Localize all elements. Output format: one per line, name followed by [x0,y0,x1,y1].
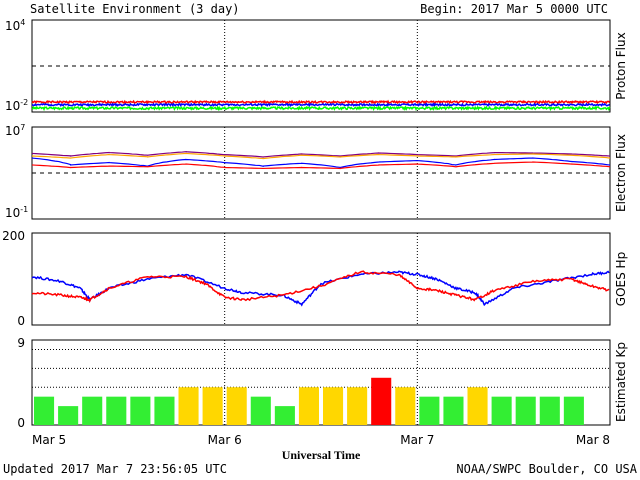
updated-timestamp: Updated 2017 Mar 7 23:56:05 UTC [3,462,227,476]
kp-bar [419,396,440,425]
kp-bar [563,396,584,425]
kp-bar [154,396,175,425]
kp-ytick-top: 9 [17,336,25,350]
kp-bar [250,396,271,425]
hp-series-red [31,270,610,303]
hp-series-blue [31,270,610,307]
proton-series-red [31,99,611,105]
hp-ytick-top: 200 [2,229,25,243]
kp-ylabel: Estimated Kp [614,342,628,422]
kp-bar [515,396,536,425]
kp-bar [539,396,560,425]
hp-ylabel: GOES Hp [614,252,628,306]
electron-ytick-bottom: 10-1 [5,205,28,220]
x-tick-label: Mar 6 [208,433,242,447]
kp-ytick-bottom: 0 [17,416,25,430]
electron-series-blue [31,157,611,169]
proton-ylabel: Proton Flux [614,32,628,99]
proton-series-blue [31,102,610,108]
kp-bar [58,406,79,425]
hp-ytick-bottom: 0 [17,314,25,328]
kp-bar [347,387,368,425]
proton-ytick-bottom: 10-2 [5,98,28,113]
kp-bar [202,387,223,425]
kp-bar [178,387,199,425]
kp-bar [371,377,392,425]
chart-title: Satellite Environment (3 day) [30,2,240,16]
proton-series-green [31,105,611,112]
kp-bar [491,396,512,425]
kp-bar [467,387,488,425]
kp-bar [298,387,319,425]
x-axis-ticks: Mar 5 Mar 6 Mar 7 Mar 8 [32,433,610,447]
begin-date: Begin: 2017 Mar 5 0000 UTC [420,2,608,16]
proton-flux-panel: 104 10-2 Proton Flux [5,18,628,113]
electron-flux-panel: 107 10-1 Electron Flux [5,123,628,220]
x-tick-label: Mar 8 [576,433,610,447]
x-tick-label: Mar 7 [400,433,434,447]
kp-bar [274,406,295,425]
kp-bar [226,387,247,425]
kp-panel: 9 0 Estimated Kp [17,336,628,430]
x-tick-label: Mar 5 [32,433,66,447]
electron-ylabel: Electron Flux [614,134,628,212]
electron-series-orange [31,152,611,160]
kp-bar [130,396,151,425]
electron-ytick-top: 107 [5,123,25,138]
electron-series-purple [31,150,611,158]
kp-bar [34,396,55,425]
kp-bar [106,396,127,425]
electron-series-red [31,161,611,170]
kp-bar [82,396,103,425]
proton-ytick-top: 104 [5,18,25,33]
kp-bar [395,387,416,425]
goes-hp-panel: 200 0 GOES Hp [2,229,628,328]
plot-layer [31,20,611,425]
x-axis-label: Universal Time [282,448,361,462]
kp-bar [323,387,344,425]
kp-bar [443,396,464,425]
credit-text: NOAA/SWPC Boulder, CO USA [456,462,637,476]
